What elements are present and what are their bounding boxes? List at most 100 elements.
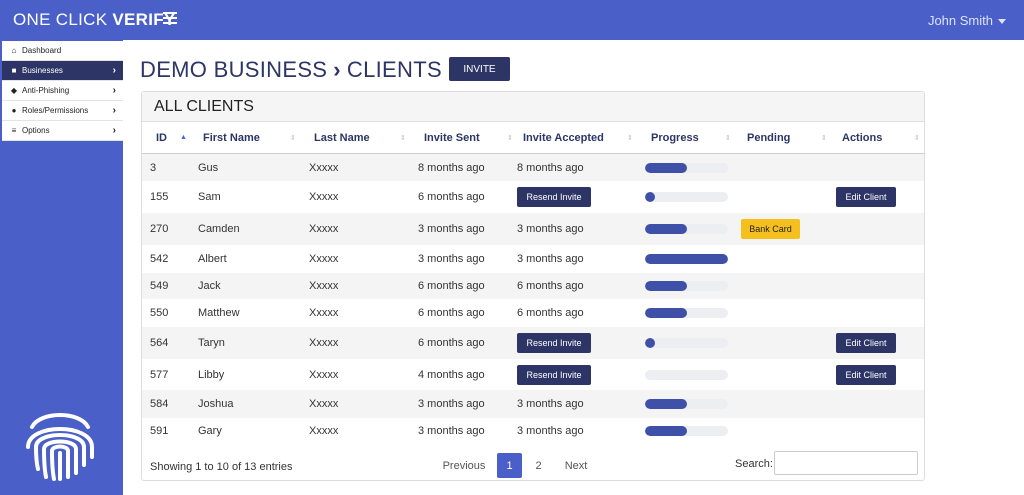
chevron-right-icon: ›: [112, 125, 116, 136]
cell-first-name: Camden: [198, 223, 240, 235]
sidebar-item-anti-phishing[interactable]: ◆ Anti-Phishing ›: [2, 81, 123, 101]
column-header-invite-sent[interactable]: Invite Sent: [424, 132, 480, 144]
top-bar: ONE CLICK VERIFY John Smith: [0, 0, 1024, 40]
table-row: 155 Sam Xxxxx 6 months ago Resend Invite Edit…: [142, 181, 924, 213]
progress-fill: [645, 192, 655, 202]
sidebar-menu: ⌂ Dashboard ■ Businesses › ◆ Anti-Phishi…: [2, 41, 123, 141]
edit-client-button[interactable]: Edit Client: [836, 333, 896, 353]
hamburger-menu-icon[interactable]: [163, 12, 177, 24]
progress-bar: [645, 370, 728, 380]
table-row: 270 Camden Xxxxx 3 months ago 3 months ago Ba…: [142, 213, 924, 245]
sidebar-item-dashboard[interactable]: ⌂ Dashboard: [2, 41, 123, 61]
column-header-last-name[interactable]: Last Name: [314, 132, 370, 144]
cell-first-name: Taryn: [198, 337, 225, 349]
cell-last-name: Xxxxx: [309, 223, 339, 235]
table-row: 577 Libby Xxxxx 4 months ago Resend Invite Ed…: [142, 359, 924, 390]
user-menu[interactable]: John Smith: [928, 13, 1006, 28]
cell-last-name: Xxxxx: [309, 337, 339, 349]
progress-fill: [645, 399, 687, 409]
cell-invite-sent: 6 months ago: [418, 191, 485, 203]
caret-down-icon: [998, 19, 1006, 25]
sort-icon[interactable]: ⇕: [507, 135, 513, 142]
cell-id: 564: [150, 337, 169, 349]
sort-icon[interactable]: ⇕: [290, 135, 296, 142]
cell-first-name: Libby: [198, 369, 225, 381]
home-icon: ⌂: [11, 46, 17, 55]
cell-id: 542: [150, 253, 169, 265]
table-row: 564 Taryn Xxxxx 6 months ago Resend Invite Ed…: [142, 327, 924, 359]
panel-title: ALL CLIENTS: [142, 92, 924, 122]
chevron-right-icon: ›: [112, 85, 116, 96]
fish-icon: ◆: [10, 86, 18, 95]
fingerprint-icon: [26, 413, 94, 481]
cell-last-name: Xxxxx: [309, 307, 339, 319]
sort-icon[interactable]: ⇕: [821, 135, 827, 142]
sort-icon[interactable]: ⇕: [400, 135, 406, 142]
column-header-pending[interactable]: Pending: [747, 132, 791, 144]
cell-id: 584: [150, 398, 169, 410]
pending-badge: Bank Card: [741, 219, 800, 239]
table-row: 549 Jack Xxxxx 6 months ago 6 months ago: [142, 273, 924, 299]
progress-bar: [645, 163, 728, 173]
column-header-invite-accepted[interactable]: Invite Accepted: [523, 132, 604, 144]
cell-invite-sent: 6 months ago: [418, 280, 485, 292]
pagination-next[interactable]: Next: [564, 459, 588, 472]
cell-last-name: Xxxxx: [309, 253, 339, 265]
table-row: 542 Albert Xxxxx 3 months ago 3 months ago: [142, 245, 924, 273]
cell-last-name: Xxxxx: [309, 398, 339, 410]
table-header: ID ▲ First Name ⇕ Last Name ⇕ Invite Sen…: [142, 123, 924, 155]
cell-id: 155: [150, 191, 169, 203]
sort-icon[interactable]: ⇕: [627, 135, 633, 142]
progress-bar: [645, 192, 728, 202]
search-input[interactable]: [774, 451, 918, 475]
brand-logo[interactable]: ONE CLICK VERIFY: [13, 10, 176, 30]
breadcrumb-business[interactable]: DEMO BUSINESS: [140, 57, 328, 82]
clients-panel: ALL CLIENTS ID ▲ First Name ⇕ Last Name …: [141, 91, 925, 481]
progress-bar: [645, 426, 728, 436]
table-row: 550 Matthew Xxxxx 6 months ago 6 months ago: [142, 299, 924, 327]
cell-first-name: Jack: [198, 280, 221, 292]
column-header-progress[interactable]: Progress: [651, 132, 699, 144]
table-row: 3 Gus Xxxxx 8 months ago 8 months ago: [142, 154, 924, 181]
column-header-first-name[interactable]: First Name: [203, 132, 260, 144]
cell-first-name: Sam: [198, 191, 221, 203]
sidebar: ⌂ Dashboard ■ Businesses › ◆ Anti-Phishi…: [0, 40, 123, 495]
resend-invite-button[interactable]: Resend Invite: [517, 333, 591, 353]
resend-invite-button[interactable]: Resend Invite: [517, 365, 591, 385]
cell-id: 549: [150, 280, 169, 292]
sort-asc-icon[interactable]: ▲: [180, 134, 187, 141]
edit-client-button[interactable]: Edit Client: [836, 365, 896, 385]
progress-bar: [645, 281, 728, 291]
cell-invite-sent: 3 months ago: [418, 223, 485, 235]
sidebar-item-roles-permissions[interactable]: ● Roles/Permissions ›: [2, 101, 123, 121]
breadcrumb-page: CLIENTS: [346, 57, 442, 82]
sidebar-item-options[interactable]: ≡ Options ›: [2, 121, 123, 141]
chevron-right-icon: ›: [112, 65, 116, 76]
cell-invite-accepted: 3 months ago: [517, 425, 584, 437]
invite-button[interactable]: INVITE: [449, 57, 510, 81]
cell-invite-accepted: 6 months ago: [517, 307, 584, 319]
brand-text-bold: VERIFY: [112, 10, 176, 29]
search-label: Search:: [735, 458, 773, 470]
edit-client-button[interactable]: Edit Client: [836, 187, 896, 207]
table-row: 584 Joshua Xxxxx 3 months ago 3 months ago: [142, 390, 924, 418]
pagination-page-2[interactable]: 2: [535, 459, 542, 472]
cell-id: 550: [150, 307, 169, 319]
progress-fill: [645, 426, 687, 436]
cell-last-name: Xxxxx: [309, 191, 339, 203]
sort-icon[interactable]: ⇕: [725, 135, 731, 142]
progress-bar: [645, 224, 728, 234]
sidebar-item-businesses[interactable]: ■ Businesses ›: [2, 61, 123, 81]
sidebar-item-label: Options: [22, 126, 50, 135]
progress-bar: [645, 308, 728, 318]
sort-icon[interactable]: ⇕: [914, 135, 920, 142]
progress-bar: [645, 399, 728, 409]
pagination-page-1[interactable]: 1: [497, 453, 522, 478]
cell-invite-sent: 6 months ago: [418, 337, 485, 349]
column-header-id[interactable]: ID: [156, 132, 167, 144]
progress-fill: [645, 254, 728, 264]
resend-invite-button[interactable]: Resend Invite: [517, 187, 591, 207]
pagination-previous[interactable]: Previous: [442, 459, 486, 472]
sidebar-item-label: Dashboard: [22, 46, 62, 55]
column-header-actions[interactable]: Actions: [842, 132, 883, 144]
